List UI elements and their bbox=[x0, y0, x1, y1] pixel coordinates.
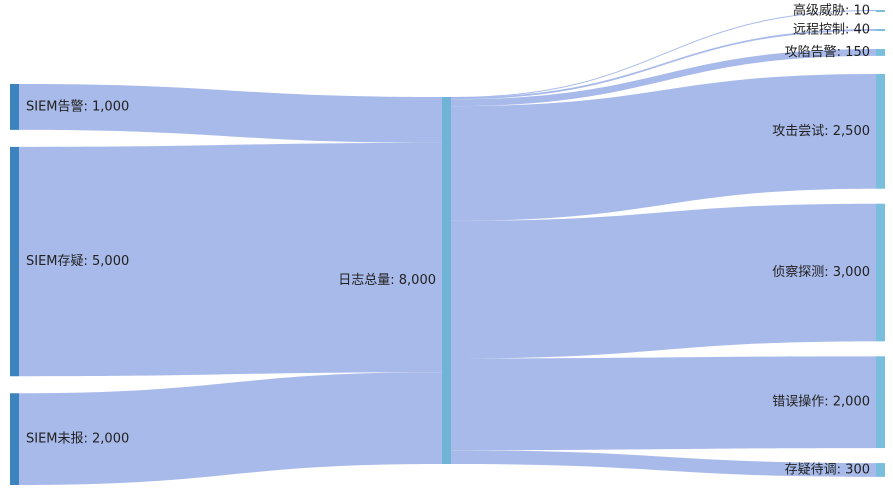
node-label-siem_suspect: SIEM存疑: 5,000 bbox=[26, 253, 129, 269]
node-siem_suspect bbox=[10, 146, 19, 377]
node-label-misop: 错误操作: 2,000 bbox=[772, 394, 870, 410]
node-total bbox=[442, 97, 451, 464]
sankey-links bbox=[19, 10, 876, 485]
link-siem_alert-to-total bbox=[19, 84, 442, 143]
node-c2 bbox=[876, 29, 885, 31]
node-label-attack: 攻击尝试: 2,500 bbox=[772, 124, 870, 139]
node-siem_miss bbox=[10, 393, 19, 485]
node-apt bbox=[876, 10, 885, 12]
node-label-siem_miss: SIEM未报: 2,000 bbox=[26, 432, 129, 447]
sankey-nodes bbox=[10, 10, 885, 485]
link-total-to-c2 bbox=[451, 29, 876, 100]
node-misop bbox=[876, 356, 885, 449]
node-siem_alert bbox=[10, 84, 19, 130]
node-recon bbox=[876, 203, 885, 342]
node-label-apt: 高级威胁: 10 bbox=[793, 3, 870, 19]
node-label-total: 日志总量: 8,000 bbox=[338, 273, 436, 288]
link-siem_suspect-to-total bbox=[19, 142, 442, 377]
node-label-c2: 远程控制: 40 bbox=[793, 23, 870, 38]
node-label-compromise: 攻陷告警: 150 bbox=[785, 44, 870, 60]
link-total-to-misop bbox=[451, 356, 876, 451]
node-label-siem_alert: SIEM告警: 1,000 bbox=[26, 98, 129, 114]
link-total-to-attack bbox=[451, 74, 876, 221]
sankey-labels: SIEM告警: 1,000 SIEM存疑: 5,000 SIEM未报: 2,000 日… bbox=[26, 3, 870, 478]
node-label-recon: 侦察探测: 3,000 bbox=[772, 265, 870, 280]
link-total-to-compromise bbox=[451, 49, 876, 107]
node-attack bbox=[876, 74, 885, 189]
link-total-to-apt bbox=[451, 10, 876, 98]
node-compromise bbox=[876, 49, 885, 56]
node-label-pending: 存疑待调: 300 bbox=[785, 461, 870, 477]
link-siem_miss-to-total bbox=[19, 372, 442, 485]
node-pending bbox=[876, 463, 885, 477]
link-total-to-pending bbox=[451, 450, 876, 477]
link-total-to-recon bbox=[451, 203, 876, 359]
